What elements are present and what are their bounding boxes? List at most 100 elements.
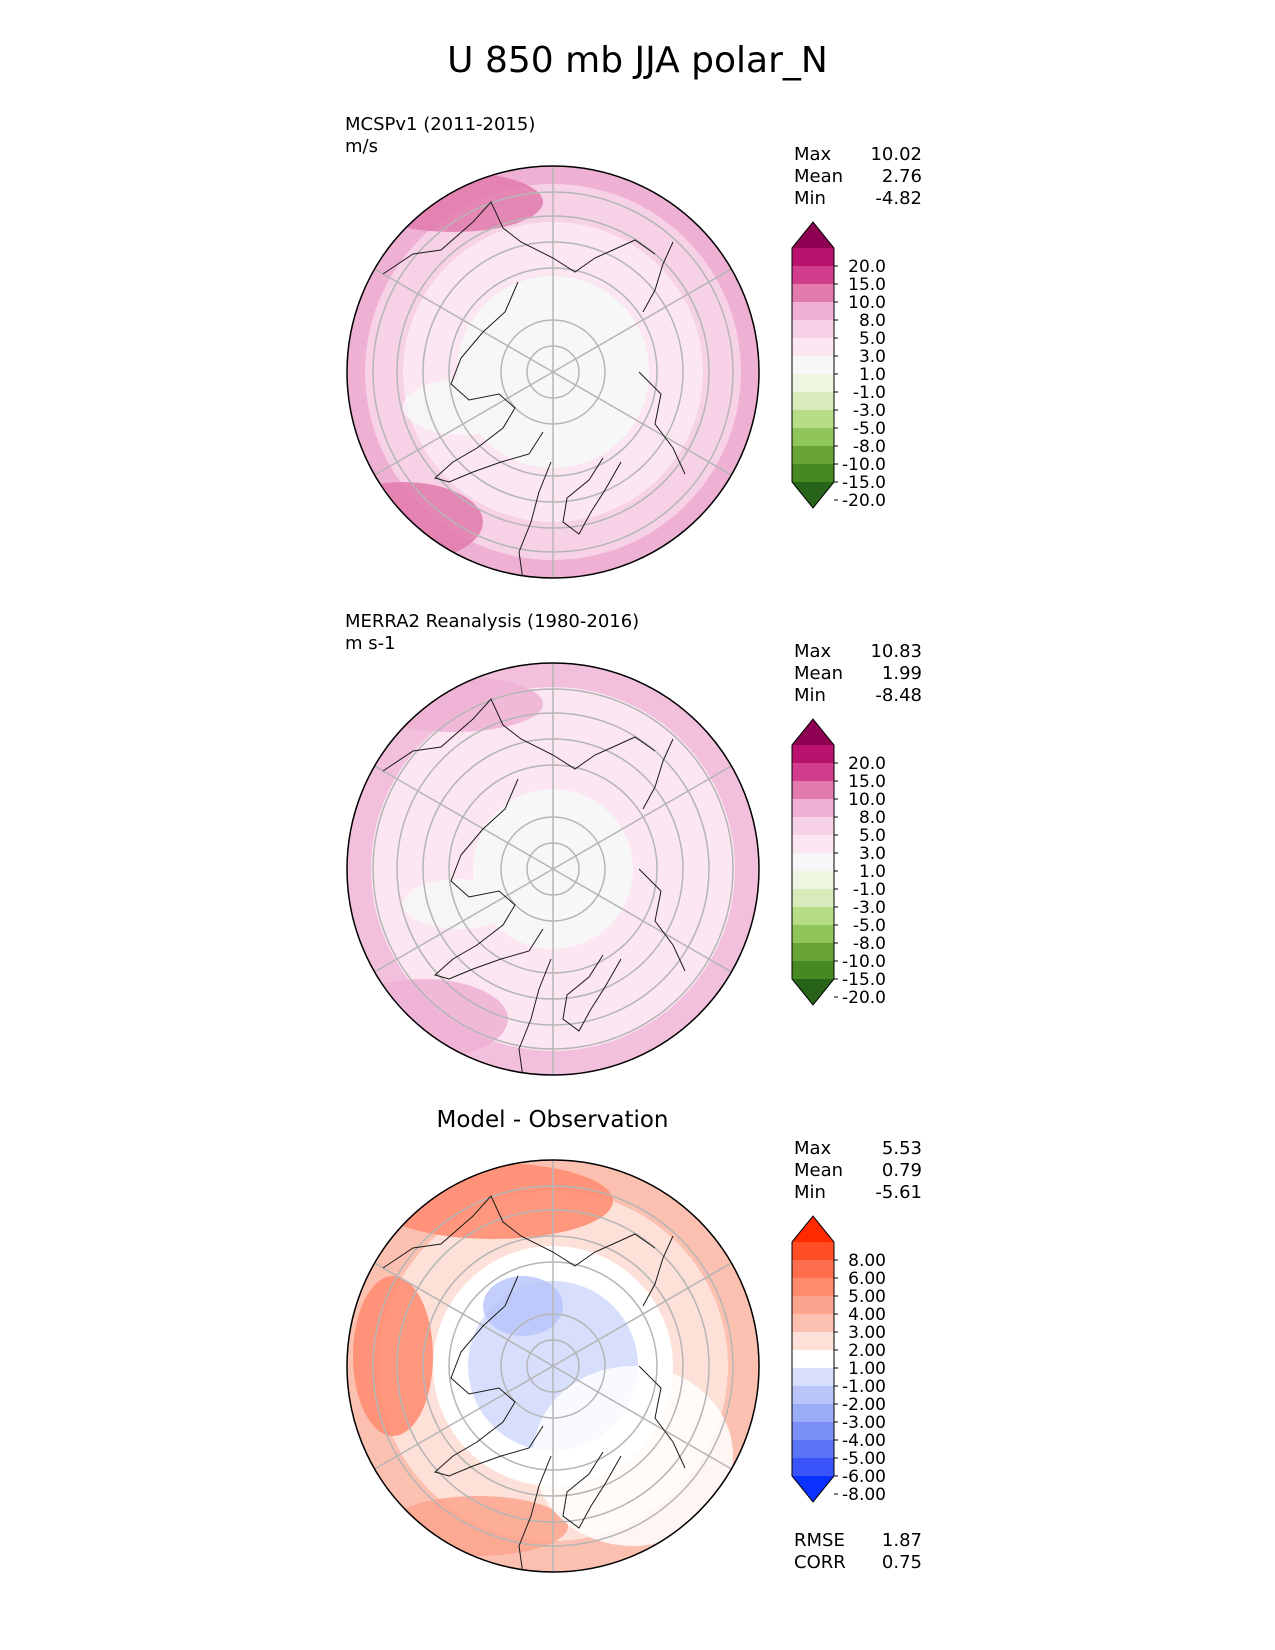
colorbar-tick-label: 20.0	[848, 754, 886, 774]
max-value: 5.53	[881, 1138, 922, 1159]
colorbar-tick-label: -10.0	[842, 952, 886, 972]
colorbar-tick-label: -3.0	[853, 401, 886, 421]
meridian-line	[374, 1365, 554, 1470]
colorbar-tick-label: -3.00	[842, 1413, 886, 1433]
meridian-line	[374, 268, 554, 373]
colorbar-segment	[792, 961, 834, 980]
colorbar-tick-label: 10.0	[848, 790, 886, 810]
colorbar-extend-min	[792, 482, 834, 508]
colorbar-tick-label: -15.0	[842, 970, 886, 990]
difference-title: Model - Observation	[436, 1107, 669, 1133]
map-boundary	[346, 1159, 760, 1573]
meridian-line	[552, 268, 732, 373]
min-value: -5.61	[875, 1182, 922, 1203]
colorbar-tick-label: 3.00	[848, 1323, 886, 1343]
colorbar-tick-label: -5.00	[842, 1449, 886, 1469]
colorbar-tick-label: 1.0	[859, 862, 886, 882]
colorbar-segment	[792, 781, 834, 800]
rmse-value: 1.87	[881, 1530, 922, 1551]
field-contour	[483, 1276, 563, 1336]
colorbar-tick-label: 3.0	[859, 347, 886, 367]
min-value: -8.48	[875, 685, 922, 706]
coastline	[382, 1195, 656, 1269]
stats-box: Max 5.53 Mean 0.79 Min -5.61	[794, 1138, 922, 1204]
field-contour	[403, 379, 523, 435]
units-label: m/s	[345, 136, 378, 157]
polar-map	[346, 165, 760, 579]
max-label: Max	[794, 144, 832, 165]
coastline	[518, 958, 552, 1075]
colorbar-tick-label: 5.00	[848, 1287, 886, 1307]
colorbar-tick-label: 5.0	[859, 826, 886, 846]
colorbar-tick-label: 8.0	[859, 808, 886, 828]
colorbar-tick-label: 15.0	[848, 275, 886, 295]
colorbar-tick-label: 4.00	[848, 1305, 886, 1325]
colorbar-segment	[792, 871, 834, 890]
mean-value: 1.99	[881, 663, 922, 684]
panel-difference: Model - Observation Max 5.53 Mean 0.79 Min…	[0, 1104, 1275, 1599]
mean-label: Mean	[794, 1160, 844, 1181]
colorbar-segment	[792, 1296, 834, 1315]
colorbar-tick-label: -4.00	[842, 1431, 886, 1451]
mean-label: Mean	[794, 166, 844, 187]
coastline	[638, 1365, 686, 1469]
colorbar-tick-label: 20.0	[848, 257, 886, 277]
coastline	[642, 241, 674, 313]
polar-map	[346, 662, 760, 1076]
colorbar-tick-label: -5.0	[853, 916, 886, 936]
meridian-line	[374, 1262, 554, 1367]
coastline	[562, 1451, 622, 1529]
colorbar-segment	[792, 374, 834, 393]
colorbar-tick-label: 1.00	[848, 1359, 886, 1379]
colorbar-tick-label: 5.0	[859, 329, 886, 349]
coastline	[382, 201, 656, 275]
max-label: Max	[794, 641, 832, 662]
map-boundary	[346, 165, 760, 579]
coastline	[518, 461, 552, 578]
colorbar-segment	[792, 428, 834, 447]
min-label: Min	[794, 188, 826, 209]
coastline	[638, 371, 686, 475]
colorbar-tick-label: -1.00	[842, 1377, 886, 1397]
colorbar-tick-label: 1.0	[859, 365, 886, 385]
colorbar-segment	[792, 392, 834, 411]
colorbar-segment	[792, 853, 834, 872]
colorbar-tick-label: 2.00	[848, 1341, 886, 1361]
colorbar-segment	[792, 320, 834, 339]
colorbar-segment	[792, 1404, 834, 1423]
meridian-line	[374, 868, 554, 973]
max-value: 10.83	[870, 641, 922, 662]
min-label: Min	[794, 685, 826, 706]
coastline	[518, 1455, 552, 1572]
colorbar-segment	[792, 889, 834, 908]
colorbar-segment	[792, 1332, 834, 1351]
mean-value: 2.76	[881, 166, 922, 187]
meridian-line	[552, 868, 732, 973]
colorbar-segment	[792, 1260, 834, 1279]
colorbar-segment	[792, 1350, 834, 1369]
colorbar-extend-min	[792, 979, 834, 1005]
colorbar-segment	[792, 835, 834, 854]
colorbar-segment	[792, 302, 834, 321]
field-contour	[533, 1366, 733, 1546]
coastline	[433, 778, 544, 980]
rmse-label: RMSE	[794, 1530, 845, 1551]
colorbar-tick-label: -10.0	[842, 455, 886, 475]
colorbar-segment	[792, 1440, 834, 1459]
min-label: Min	[794, 1182, 826, 1203]
colorbar-segment	[792, 1422, 834, 1441]
colorbar-segment	[792, 763, 834, 782]
colorbar-tick-label: -20.0	[842, 491, 886, 511]
colorbar-segment	[792, 410, 834, 429]
stats-box: Max 10.83 Mean 1.99 Min -8.48	[794, 641, 922, 707]
units-label: m s-1	[345, 633, 396, 654]
figure-title: U 850 mb JJA polar_N	[447, 40, 828, 81]
colorbar-tick-label: -15.0	[842, 473, 886, 493]
colorbar-segment	[792, 799, 834, 818]
field-contour	[403, 879, 513, 929]
dataset-name: MERRA2 Reanalysis (1980-2016)	[345, 611, 640, 632]
colorbar-tick-label: -8.00	[842, 1485, 886, 1505]
meridian-line	[552, 1262, 732, 1367]
coastline	[562, 954, 622, 1032]
colorbar-segment	[792, 446, 834, 465]
